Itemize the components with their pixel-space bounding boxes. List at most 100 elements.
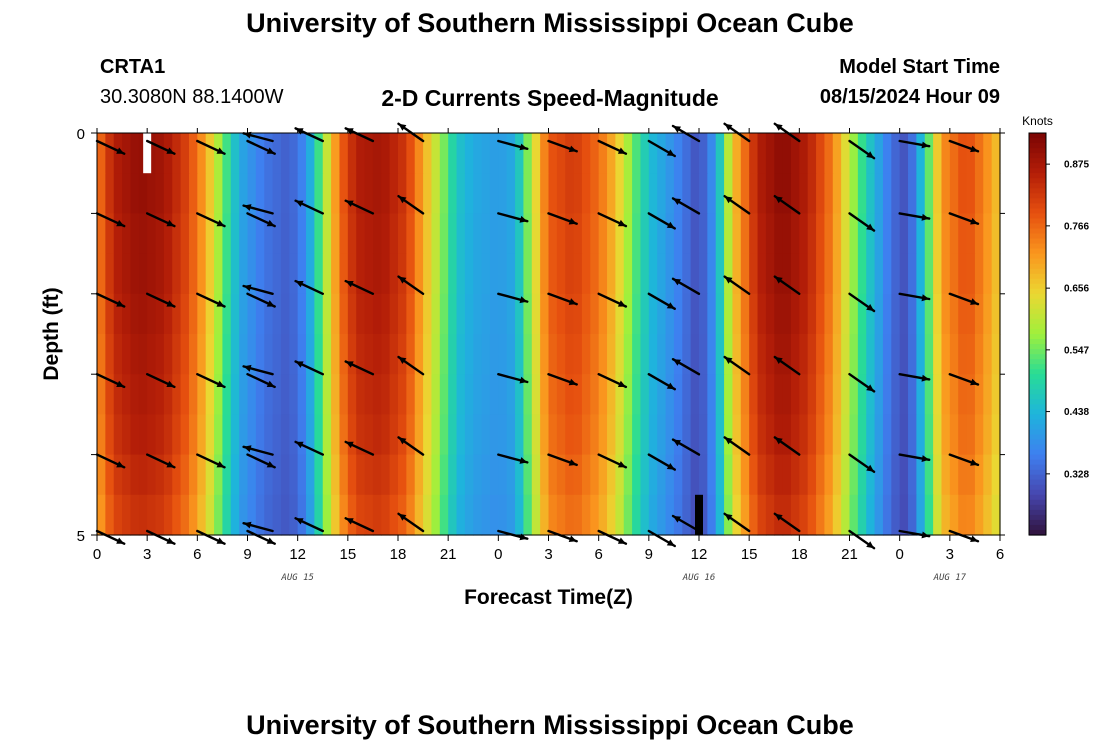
heat-cell	[715, 454, 725, 496]
heat-cell	[230, 253, 240, 295]
colorbar-step	[1029, 514, 1046, 521]
heat-cell	[155, 213, 165, 255]
heat-cell	[147, 173, 157, 214]
heat-cell	[448, 454, 458, 496]
current-vector-head	[216, 537, 225, 544]
heat-cell	[598, 293, 608, 335]
heat-cell	[757, 293, 767, 335]
heat-cell	[247, 494, 257, 536]
colorbar-step	[1029, 203, 1046, 209]
heat-cell	[590, 293, 600, 335]
heat-cell	[699, 253, 708, 295]
current-vector-head	[921, 213, 930, 221]
heat-cell	[414, 374, 424, 415]
heat-cell	[498, 133, 508, 174]
heat-cell	[331, 414, 341, 456]
heat-cell	[908, 133, 917, 174]
heat-cell	[347, 213, 357, 255]
heat-cell	[239, 213, 249, 255]
heat-cell	[314, 414, 324, 456]
heat-cell	[682, 334, 692, 375]
heat-cell	[866, 454, 876, 496]
heat-cell	[882, 334, 892, 375]
heat-cell	[339, 173, 349, 214]
heat-cell	[565, 293, 575, 335]
heat-cell	[556, 494, 566, 536]
heat-cell	[874, 133, 884, 174]
colorbar-step	[1029, 439, 1046, 446]
heat-cell	[790, 414, 800, 456]
heat-cell	[715, 173, 725, 214]
heat-cell	[991, 173, 1001, 214]
heat-cell	[841, 414, 851, 456]
current-vector-head	[774, 513, 783, 521]
station-id: CRTA1	[100, 56, 166, 78]
heat-cell	[849, 334, 859, 375]
heat-cell	[916, 293, 926, 335]
current-vector-head	[519, 215, 528, 223]
heat-cell	[331, 374, 341, 415]
current-vector-head	[673, 198, 681, 205]
heat-cell	[122, 133, 132, 174]
heat-cell	[464, 133, 474, 174]
heat-cell	[857, 293, 867, 335]
colorbar-step	[1029, 429, 1046, 436]
heat-cell	[916, 494, 926, 536]
heat-cell	[138, 374, 148, 415]
heat-cell	[958, 253, 968, 295]
heat-cell	[230, 374, 240, 415]
heat-cell	[523, 414, 533, 456]
heat-cell	[991, 334, 1001, 375]
heat-cell	[740, 293, 750, 335]
heat-cell	[824, 374, 834, 415]
heat-cell	[147, 133, 157, 174]
heat-cell	[983, 334, 993, 375]
heat-cell	[899, 253, 909, 295]
heat-cell	[782, 334, 792, 375]
heat-cell	[439, 334, 449, 375]
heat-cell	[657, 494, 667, 536]
heat-cell	[239, 374, 249, 415]
current-vector-head	[295, 518, 304, 525]
heat-cell	[949, 334, 959, 375]
heat-cell	[690, 414, 700, 456]
heat-cell	[623, 253, 633, 295]
heat-cell	[306, 374, 315, 415]
current-vector-head	[774, 276, 783, 284]
heat-cell	[239, 253, 249, 295]
colorbar-step	[1029, 273, 1046, 280]
heat-cell	[933, 173, 943, 214]
current-vector-head	[866, 541, 875, 549]
heat-cell	[339, 253, 349, 295]
heat-cell	[389, 133, 399, 174]
heat-cell	[264, 374, 274, 415]
heat-cell	[331, 334, 341, 375]
heat-cell	[665, 334, 675, 375]
heat-cell	[322, 253, 332, 295]
heat-cell	[581, 293, 591, 335]
heat-cell	[230, 414, 240, 456]
heat-cell	[473, 213, 483, 255]
current-vector-head	[970, 378, 978, 386]
heat-cell	[782, 414, 792, 456]
heat-cell	[556, 253, 566, 295]
heat-cell	[523, 293, 533, 335]
heat-cell	[205, 414, 215, 456]
heat-cell	[264, 414, 274, 456]
heat-cell	[97, 293, 106, 335]
heat-cell	[280, 133, 290, 174]
current-vector-head	[243, 521, 252, 529]
current-vector-head	[866, 151, 875, 159]
heat-cell	[138, 173, 148, 214]
colorbar-step	[1029, 469, 1046, 476]
colorbar-tick-label: 0.328	[1064, 469, 1089, 480]
heat-cell	[757, 454, 767, 496]
heat-cell	[147, 454, 157, 496]
current-vector-head	[774, 357, 783, 364]
heat-cell	[632, 454, 642, 496]
heat-cell	[573, 494, 583, 536]
x-axis-title: Forecast Time(Z)	[464, 586, 633, 609]
heat-cell	[673, 374, 683, 415]
heat-cell	[272, 133, 282, 174]
x-tick-label: 9	[243, 546, 251, 563]
